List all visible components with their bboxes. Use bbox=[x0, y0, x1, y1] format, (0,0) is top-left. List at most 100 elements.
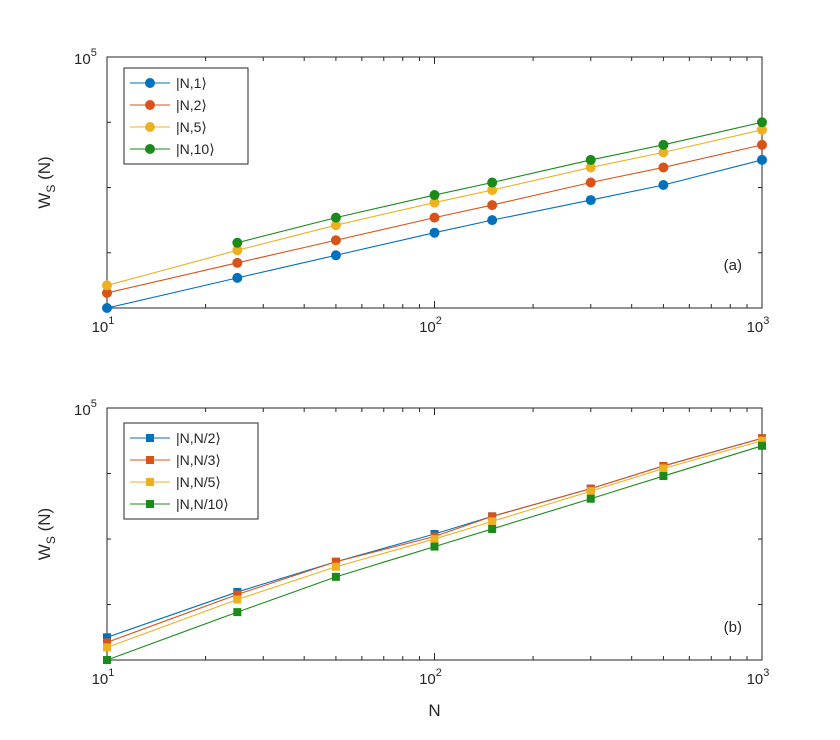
series-line bbox=[106, 129, 763, 286]
y-label-rest: (N) bbox=[35, 156, 54, 184]
x-tick-label: 102 bbox=[419, 315, 442, 336]
data-point bbox=[659, 464, 668, 473]
legend-label: |N,2⟩ bbox=[176, 97, 207, 113]
series-2 bbox=[103, 436, 766, 652]
data-point bbox=[331, 572, 340, 581]
data-point bbox=[488, 517, 497, 526]
data-point bbox=[757, 117, 767, 128]
data-point bbox=[430, 542, 439, 551]
panel-label: (b) bbox=[724, 619, 742, 636]
legend-marker bbox=[146, 434, 154, 442]
data-point bbox=[659, 472, 668, 481]
series-3 bbox=[232, 117, 767, 248]
data-point bbox=[487, 215, 498, 226]
y-tick-label: 105 bbox=[74, 47, 97, 68]
data-point bbox=[586, 494, 595, 503]
data-point bbox=[232, 257, 243, 268]
series-line bbox=[237, 121, 763, 244]
legend-marker bbox=[145, 144, 155, 154]
y-label-rest: (N) bbox=[35, 508, 54, 536]
series-1 bbox=[102, 139, 767, 298]
data-point bbox=[487, 185, 498, 196]
x-tick-label: 103 bbox=[747, 667, 770, 688]
legend-box bbox=[123, 67, 249, 165]
x-tick-exponent: 2 bbox=[436, 667, 442, 679]
legend-marker bbox=[146, 500, 154, 508]
data-point bbox=[757, 139, 767, 150]
data-point bbox=[757, 124, 767, 135]
data-point bbox=[585, 195, 596, 206]
x-tick-base: 10 bbox=[419, 671, 436, 688]
y-tick-label: 105 bbox=[74, 398, 97, 419]
x-tick-base: 10 bbox=[419, 319, 436, 336]
x-tick-base: 10 bbox=[92, 319, 109, 336]
data-point bbox=[758, 441, 766, 450]
x-tick-label: 102 bbox=[419, 667, 442, 688]
data-point bbox=[331, 557, 340, 566]
series-line bbox=[106, 159, 763, 309]
y-tick-base: 10 bbox=[74, 402, 91, 419]
legend-label: |N,1⟩ bbox=[176, 75, 207, 91]
data-point bbox=[330, 235, 341, 246]
legend-label: |N,5⟩ bbox=[176, 119, 207, 135]
series-3 bbox=[103, 441, 766, 664]
y-axis-label: WS (N) bbox=[35, 508, 58, 560]
data-point bbox=[232, 237, 243, 248]
data-point bbox=[330, 250, 341, 261]
y-tick-exponent: 5 bbox=[91, 398, 97, 410]
x-tick-exponent: 1 bbox=[108, 315, 114, 327]
data-point bbox=[429, 197, 440, 208]
x-tick-exponent: 3 bbox=[763, 667, 769, 679]
data-point bbox=[429, 227, 440, 238]
data-point bbox=[758, 436, 766, 445]
series-2 bbox=[102, 124, 767, 291]
data-point bbox=[102, 280, 112, 291]
data-point bbox=[233, 595, 242, 604]
legend: |N,1⟩ |N,2⟩ |N,5⟩ |N,10⟩ bbox=[123, 67, 249, 165]
y-label-main: W bbox=[35, 193, 54, 209]
x-tick-base: 10 bbox=[747, 319, 764, 336]
data-point bbox=[658, 139, 669, 150]
data-point bbox=[658, 180, 669, 191]
data-point bbox=[658, 162, 669, 173]
legend-marker bbox=[145, 122, 155, 132]
legend-marker bbox=[145, 100, 155, 110]
x-tick-base: 10 bbox=[747, 671, 764, 688]
legend-label: |N,10⟩ bbox=[176, 141, 215, 157]
legend-label: |N,N/10⟩ bbox=[176, 496, 229, 512]
data-point bbox=[430, 535, 439, 544]
x-tick-exponent: 3 bbox=[763, 315, 769, 327]
data-point bbox=[585, 154, 596, 165]
x-tick-label: 101 bbox=[92, 315, 115, 336]
data-point bbox=[487, 177, 498, 188]
data-point bbox=[658, 147, 669, 158]
series-line bbox=[106, 437, 763, 643]
data-point bbox=[586, 487, 595, 496]
series-line bbox=[106, 144, 763, 294]
data-point bbox=[102, 303, 112, 313]
data-point bbox=[429, 212, 440, 223]
x-tick-label: 101 bbox=[92, 667, 115, 688]
data-point bbox=[102, 287, 112, 298]
data-point bbox=[488, 524, 497, 533]
data-point bbox=[233, 590, 242, 599]
data-point bbox=[331, 562, 340, 571]
data-point bbox=[487, 200, 498, 211]
legend-label: |N,N/2⟩ bbox=[176, 430, 221, 446]
data-point bbox=[103, 656, 111, 664]
series-0 bbox=[102, 154, 767, 313]
data-point bbox=[330, 212, 341, 223]
y-label-subscript: S bbox=[44, 185, 58, 193]
panel-label: (a) bbox=[724, 257, 742, 274]
y-tick-exponent: 5 bbox=[91, 47, 97, 59]
data-point bbox=[585, 162, 596, 173]
legend: |N,N/2⟩ |N,N/3⟩ |N,N/5⟩ |N,N/10⟩ bbox=[123, 422, 259, 520]
legend-marker bbox=[146, 456, 154, 464]
data-point bbox=[488, 512, 497, 521]
x-axis-label: N bbox=[428, 701, 440, 720]
legend-label: |N,N/5⟩ bbox=[176, 474, 221, 490]
y-tick-base: 10 bbox=[74, 51, 91, 68]
